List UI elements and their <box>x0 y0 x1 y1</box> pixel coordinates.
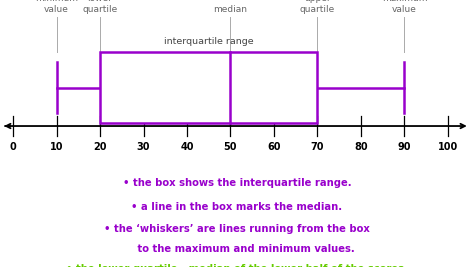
Text: 60: 60 <box>267 142 281 152</box>
Text: 20: 20 <box>93 142 107 152</box>
Text: upper
quartile: upper quartile <box>300 0 335 14</box>
Text: 80: 80 <box>354 142 368 152</box>
Text: • the ‘whiskers’ are lines running from the box: • the ‘whiskers’ are lines running from … <box>104 224 370 234</box>
Text: • the lower quartile - median of the lower half of the scores.: • the lower quartile - median of the low… <box>66 264 408 267</box>
Text: • the box shows the interquartile range.: • the box shows the interquartile range. <box>123 178 351 187</box>
Text: interquartile range: interquartile range <box>164 37 254 46</box>
Text: 50: 50 <box>224 142 237 152</box>
Text: • a line in the box marks the median.: • a line in the box marks the median. <box>131 202 343 211</box>
Text: maximum
value: maximum value <box>382 0 427 14</box>
Bar <box>100 52 318 123</box>
Text: 10: 10 <box>50 142 64 152</box>
Text: 0: 0 <box>9 142 17 152</box>
Text: minimum
value: minimum value <box>35 0 78 14</box>
Text: to the maximum and minimum values.: to the maximum and minimum values. <box>119 244 355 254</box>
Text: 30: 30 <box>137 142 150 152</box>
Text: 90: 90 <box>398 142 411 152</box>
Text: 70: 70 <box>310 142 324 152</box>
Text: 40: 40 <box>180 142 194 152</box>
Text: 100: 100 <box>438 142 458 152</box>
Text: lower
quartile: lower quartile <box>82 0 118 14</box>
Text: median: median <box>213 5 247 14</box>
